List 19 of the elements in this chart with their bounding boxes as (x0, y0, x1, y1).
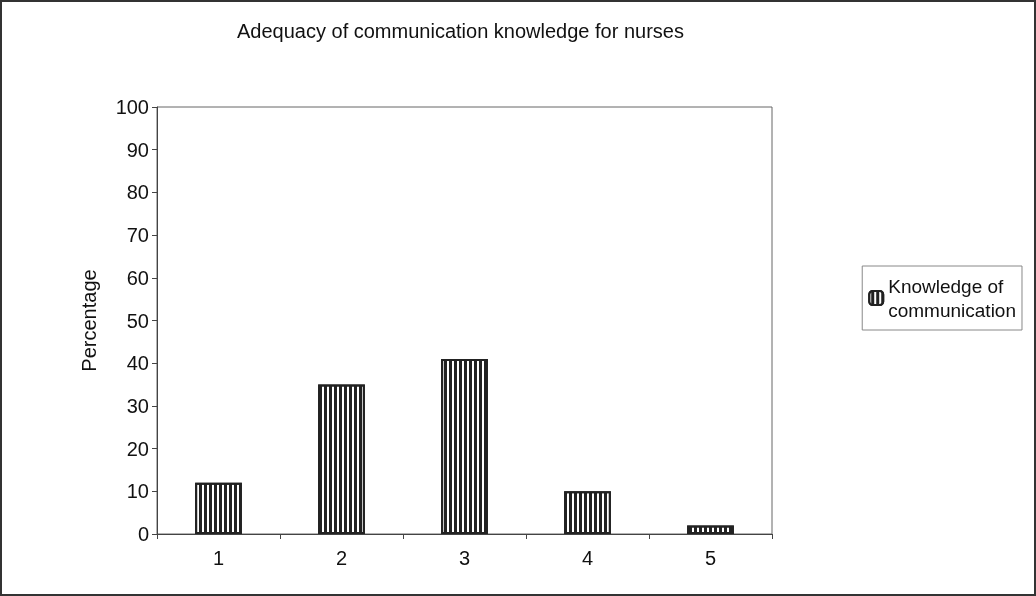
y-tick-label: 70 (126, 224, 149, 247)
y-tick-label: 10 (126, 480, 149, 503)
y-tick-label: 0 (137, 523, 149, 545)
y-tick-label: 50 (126, 309, 149, 332)
x-tick-label: 5 (704, 547, 717, 569)
y-tick-label: 40 (126, 352, 149, 375)
x-tick-label: 2 (335, 547, 348, 569)
y-axis-title: Percentage (78, 269, 100, 372)
y-tick-label: 100 (115, 96, 149, 118)
y-tick-label: 20 (126, 437, 149, 460)
x-tick-label: 4 (581, 547, 594, 569)
y-tick-label: 90 (126, 138, 149, 161)
x-tick-label: 1 (212, 547, 225, 569)
y-tick-label: 60 (126, 266, 149, 289)
chart-title: Adequacy of communication knowledge for nurses (237, 20, 684, 42)
y-tick-label: 30 (126, 394, 149, 417)
x-tick-label: 3 (458, 547, 471, 569)
legend-label: Knowledge of communication (888, 275, 1016, 321)
y-tick-label: 80 (126, 181, 149, 204)
